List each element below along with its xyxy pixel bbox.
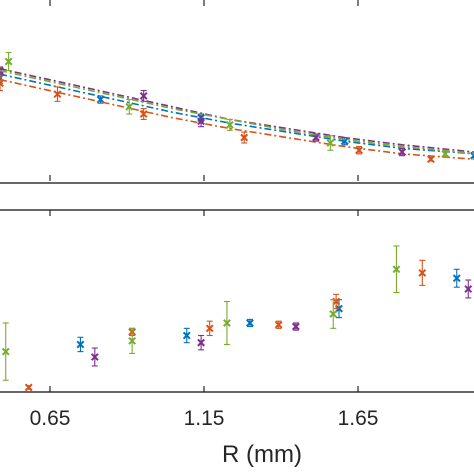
top-data-point-3-0: [4, 51, 13, 72]
bottom-data-point-3-1: [128, 327, 137, 354]
x-marker: [291, 322, 300, 331]
x-marker: [452, 274, 461, 283]
bottom-data-point-2-3: [464, 279, 473, 299]
x-marker: [139, 110, 148, 118]
top-data-point-0-4: [470, 151, 474, 160]
bottom-data-point-0-1: [182, 327, 191, 344]
x-marker: [76, 340, 85, 349]
bottom-data-point-0-2: [246, 318, 254, 328]
x-marker: [139, 92, 148, 100]
bottom-data-point-0-0: [76, 336, 85, 353]
bottom-data-point-3-0: [1, 322, 10, 381]
x-marker: [464, 285, 473, 293]
bottom-panel-frame: [0, 209, 474, 393]
bottom-data-point-2-0: [90, 347, 99, 367]
bottom-data-point-3-4: [392, 245, 401, 294]
top-panel-plot-area: [0, 51, 474, 164]
top-data-point-1-3: [240, 131, 249, 144]
bottom-data-point-3-3: [329, 299, 338, 329]
x-marker: [312, 133, 320, 142]
x-marker: [0, 79, 4, 88]
top-data-point-1-1: [53, 86, 62, 102]
bottom-data-point-1-4: [332, 293, 341, 310]
bottom-data-point-3-2: [223, 300, 231, 346]
x-marker: [418, 268, 427, 277]
x-marker: [427, 155, 435, 164]
x-marker: [441, 149, 450, 158]
x-marker: [274, 320, 283, 329]
x-marker: [240, 133, 249, 142]
x-marker: [355, 146, 363, 155]
x-marker: [223, 319, 231, 327]
top-data-point-1-0: [0, 75, 4, 92]
x-tick-label-1.65: 1.65: [338, 407, 379, 430]
top-data-point-2-1: [139, 89, 148, 102]
x-marker: [182, 331, 191, 340]
top-data-point-1-2: [139, 108, 148, 121]
x-marker: [1, 347, 10, 356]
bottom-panel-plot-area: [1, 245, 473, 392]
x-marker: [24, 383, 33, 392]
bottom-data-point-1-2: [205, 320, 214, 337]
top-panel-frame: [0, 182, 474, 184]
x-axis-title: R (mm): [222, 441, 302, 468]
x-marker: [225, 120, 234, 129]
x-marker: [326, 139, 335, 147]
top-fit-line-0: [0, 73, 474, 155]
x-marker: [53, 90, 62, 99]
x-marker: [128, 336, 137, 345]
x-marker: [470, 151, 474, 160]
top-data-point-1-4: [355, 146, 363, 155]
x-marker: [205, 324, 214, 333]
top-data-point-3-2: [225, 118, 234, 131]
x-marker: [0, 66, 4, 75]
x-marker: [197, 338, 205, 347]
bottom-data-point-2-1: [197, 334, 205, 351]
top-data-point-2-2: [197, 115, 205, 128]
top-data-point-3-4: [441, 149, 450, 159]
bottom-data-point-0-4: [452, 268, 461, 288]
top-fit-line-3: [0, 69, 474, 155]
x-marker: [197, 117, 205, 126]
top-data-point-1-5: [427, 155, 435, 164]
x-tick-label-0.65: 0.65: [30, 407, 71, 430]
x-marker: [125, 102, 134, 111]
bottom-data-point-1-0: [24, 383, 33, 392]
x-tick-label-1.15: 1.15: [184, 407, 225, 430]
x-marker: [398, 148, 407, 156]
top-data-point-2-4: [398, 147, 407, 157]
x-marker: [90, 353, 99, 361]
top-data-point-3-1: [125, 99, 134, 115]
bottom-data-point-1-5: [418, 259, 427, 286]
bottom-data-point-1-3: [274, 320, 283, 329]
x-marker: [246, 319, 254, 327]
top-fit-line-2: [0, 68, 474, 153]
x-marker: [392, 265, 401, 274]
top-data-point-2-0: [0, 66, 4, 75]
bottom-panel: 0.65 1.15 1.65 R (mm): [0, 209, 474, 468]
top-data-point-3-3: [326, 135, 335, 151]
bottom-data-point-2-2: [291, 322, 300, 331]
x-marker: [329, 310, 338, 318]
top-fit-line-1: [0, 78, 474, 161]
x-marker: [4, 57, 13, 66]
top-panel: [0, 0, 474, 184]
